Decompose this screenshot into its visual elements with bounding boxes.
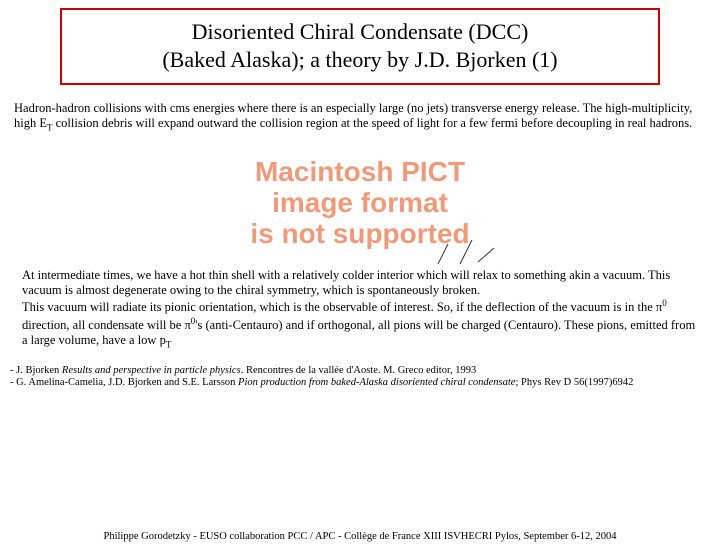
- ref-1: - J. Bjorken Results and perspective in …: [10, 365, 710, 378]
- ref1-a: - J. Bjorken: [10, 365, 62, 376]
- ref2-a: - G. Amelina-Camelia, J.D. Bjorken and S…: [10, 377, 238, 388]
- pict-line-2: image format: [130, 187, 590, 218]
- p2-seg1: At intermediate times, we have a hot thi…: [22, 268, 670, 297]
- footer-text: Philippe Gorodetzky - EUSO collaboration…: [104, 531, 617, 542]
- title-line-1: Disoriented Chiral Condensate (DCC): [72, 18, 648, 46]
- ref-2: - G. Amelina-Camelia, J.D. Bjorken and S…: [10, 377, 710, 390]
- pict-line-1: Macintosh PICT: [130, 156, 590, 187]
- pict-line-3: is not supported: [130, 218, 590, 249]
- pict-placeholder: Macintosh PICT image format is not suppo…: [130, 156, 590, 250]
- title-line-2: (Baked Alaska); a theory by J.D. Bjorken…: [72, 46, 648, 74]
- p1-seg2: collision debris will expand outward the…: [52, 116, 692, 130]
- title-box: Disoriented Chiral Condensate (DCC) (Bak…: [60, 8, 660, 85]
- ref2-c: ; Phys Rev D 56(1997)6942: [515, 377, 633, 388]
- p2-sup1: 0: [662, 298, 667, 308]
- tick-marks: [430, 238, 500, 268]
- p2-sub1: T: [166, 340, 172, 350]
- ref2-b: Pion production from baked-Alaska disori…: [238, 377, 515, 388]
- footer: Philippe Gorodetzky - EUSO collaboration…: [0, 531, 720, 542]
- ref1-b: Results and perspective in particle phys…: [62, 365, 241, 376]
- ref1-c: . Rencontres de la vallée d'Aoste. M. Gr…: [241, 365, 477, 376]
- paragraph-1: Hadron-hadron collisions with cms energi…: [0, 101, 720, 134]
- p2-seg2: This vacuum will radiate its pionic orie…: [22, 300, 662, 314]
- p2-seg3: direction, all condensate will be π: [22, 318, 191, 332]
- paragraph-2: At intermediate times, we have a hot thi…: [0, 268, 720, 351]
- references: - J. Bjorken Results and perspective in …: [0, 365, 720, 390]
